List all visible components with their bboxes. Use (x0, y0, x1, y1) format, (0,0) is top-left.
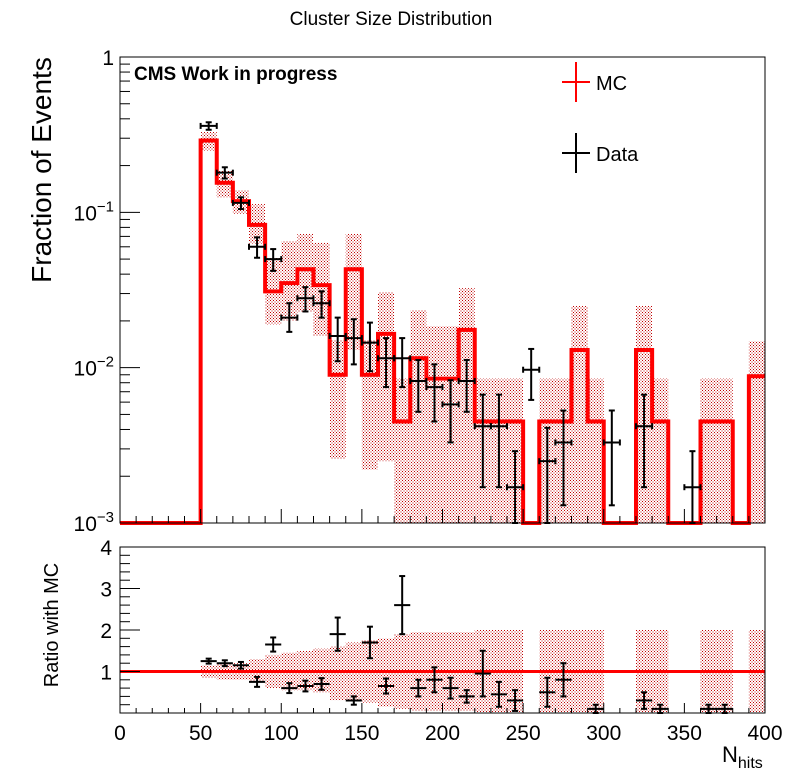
legend: MC Data (562, 62, 639, 173)
data-points (199, 121, 702, 524)
top-x-ticks (119, 509, 766, 523)
mc-band-bin (700, 378, 717, 523)
ratio-point (394, 575, 411, 636)
ratio-point (507, 689, 524, 712)
ratio-point (442, 676, 459, 700)
ratio-point (474, 649, 491, 698)
data-point (264, 248, 283, 272)
y-tick-label: 10−3 (74, 509, 114, 536)
y-tick-label: 10−1 (74, 198, 114, 225)
ratio-y-tick-label: 3 (100, 579, 112, 602)
data-point (489, 393, 508, 489)
x-tick-label: 200 (425, 722, 460, 745)
ratio-point (345, 695, 362, 706)
ratio-point (490, 680, 507, 708)
ratio-point (313, 677, 330, 691)
data-point (199, 121, 218, 131)
data-point (248, 236, 267, 259)
data-point (425, 363, 444, 423)
ratio-point (216, 659, 233, 668)
legend-mc-marker (562, 62, 590, 102)
ratio-y-ticks: 1 2 3 4 (100, 537, 140, 706)
mc-band-bin (571, 305, 588, 523)
x-axis-label-main: N (722, 742, 738, 767)
x-tick-label: 350 (667, 722, 702, 745)
ratio-point (539, 676, 556, 708)
x-axis-label-sub: hits (738, 755, 763, 772)
data-point (538, 426, 557, 524)
ratio-y-tick-label: 1 (100, 662, 112, 685)
mc-band-bin (652, 378, 669, 523)
x-tick-label: 400 (747, 722, 782, 745)
mc-band-bin (394, 378, 411, 523)
data-point (280, 302, 299, 333)
ratio-x-ticks: 0 50 100 150 200 250 300 350 400 (114, 703, 783, 745)
ratio-point (329, 616, 346, 652)
mc-uncertainty-band (200, 131, 765, 523)
mc-band-bin (748, 341, 765, 523)
legend-mc-label: MC (596, 73, 627, 95)
data-point (360, 321, 379, 373)
mc-band-bin (345, 233, 362, 350)
data-point (635, 393, 654, 489)
ratio-point (200, 657, 217, 665)
ratio-point (265, 636, 282, 653)
data-point (522, 347, 541, 401)
ratio-point (378, 677, 395, 695)
data-point (393, 337, 412, 389)
ratio-y-axis-label: Ratio with MC (41, 563, 63, 687)
x-tick-label: 150 (344, 722, 379, 745)
mc-band-bin (281, 241, 298, 321)
ratio-point (232, 660, 249, 670)
x-tick-label: 0 (114, 722, 126, 745)
x-tick-label: 250 (506, 722, 541, 745)
data-point (231, 196, 250, 211)
ratio-point (281, 682, 298, 695)
ratio-band-bin (329, 646, 346, 701)
top-y-ticks: 10−3 10−2 10−1 1 (74, 47, 140, 536)
y-tick-label: 10−2 (74, 354, 114, 381)
ratio-point (426, 666, 443, 694)
ratio-point (410, 678, 427, 698)
data-point (602, 409, 621, 507)
data-point (344, 318, 363, 366)
ratio-point (297, 679, 314, 693)
data-point (554, 409, 573, 507)
mc-band-bin (297, 233, 314, 312)
mc-band-bin (587, 378, 604, 523)
ratio-point (458, 689, 475, 704)
mc-band-bin (410, 310, 427, 523)
data-point (296, 286, 315, 313)
x-tick-label: 100 (264, 722, 299, 745)
chart-title: Cluster Size Distribution (290, 9, 493, 30)
ratio-y-tick-label: 4 (100, 537, 112, 560)
y-tick-label: 1 (102, 47, 114, 70)
ratio-point (361, 625, 378, 660)
mc-band-bin (716, 378, 733, 523)
mc-band-bin (361, 340, 378, 470)
legend-data-marker (562, 133, 590, 173)
x-tick-label: 50 (189, 722, 212, 745)
ratio-point (249, 675, 266, 688)
legend-data-label: Data (596, 144, 639, 166)
x-axis-label: Nhits (722, 742, 763, 772)
ratio-point (636, 691, 653, 710)
data-point (457, 359, 476, 413)
ratio-point (555, 662, 572, 698)
data-point (409, 359, 428, 413)
data-point (506, 450, 525, 524)
data-point (312, 290, 331, 319)
cms-annotation: CMS Work in progress (134, 64, 337, 85)
data-point (683, 450, 702, 524)
mc-band-bin (329, 340, 346, 459)
top-y-axis-label: Fraction of Events (26, 57, 57, 283)
data-point (215, 166, 234, 180)
ratio-points (200, 575, 733, 714)
mc-band-bin (426, 326, 443, 523)
ratio-y-tick-label: 2 (100, 620, 112, 643)
mc-band-bin (313, 242, 330, 336)
data-point (441, 379, 460, 444)
x-tick-label: 300 (586, 722, 621, 745)
